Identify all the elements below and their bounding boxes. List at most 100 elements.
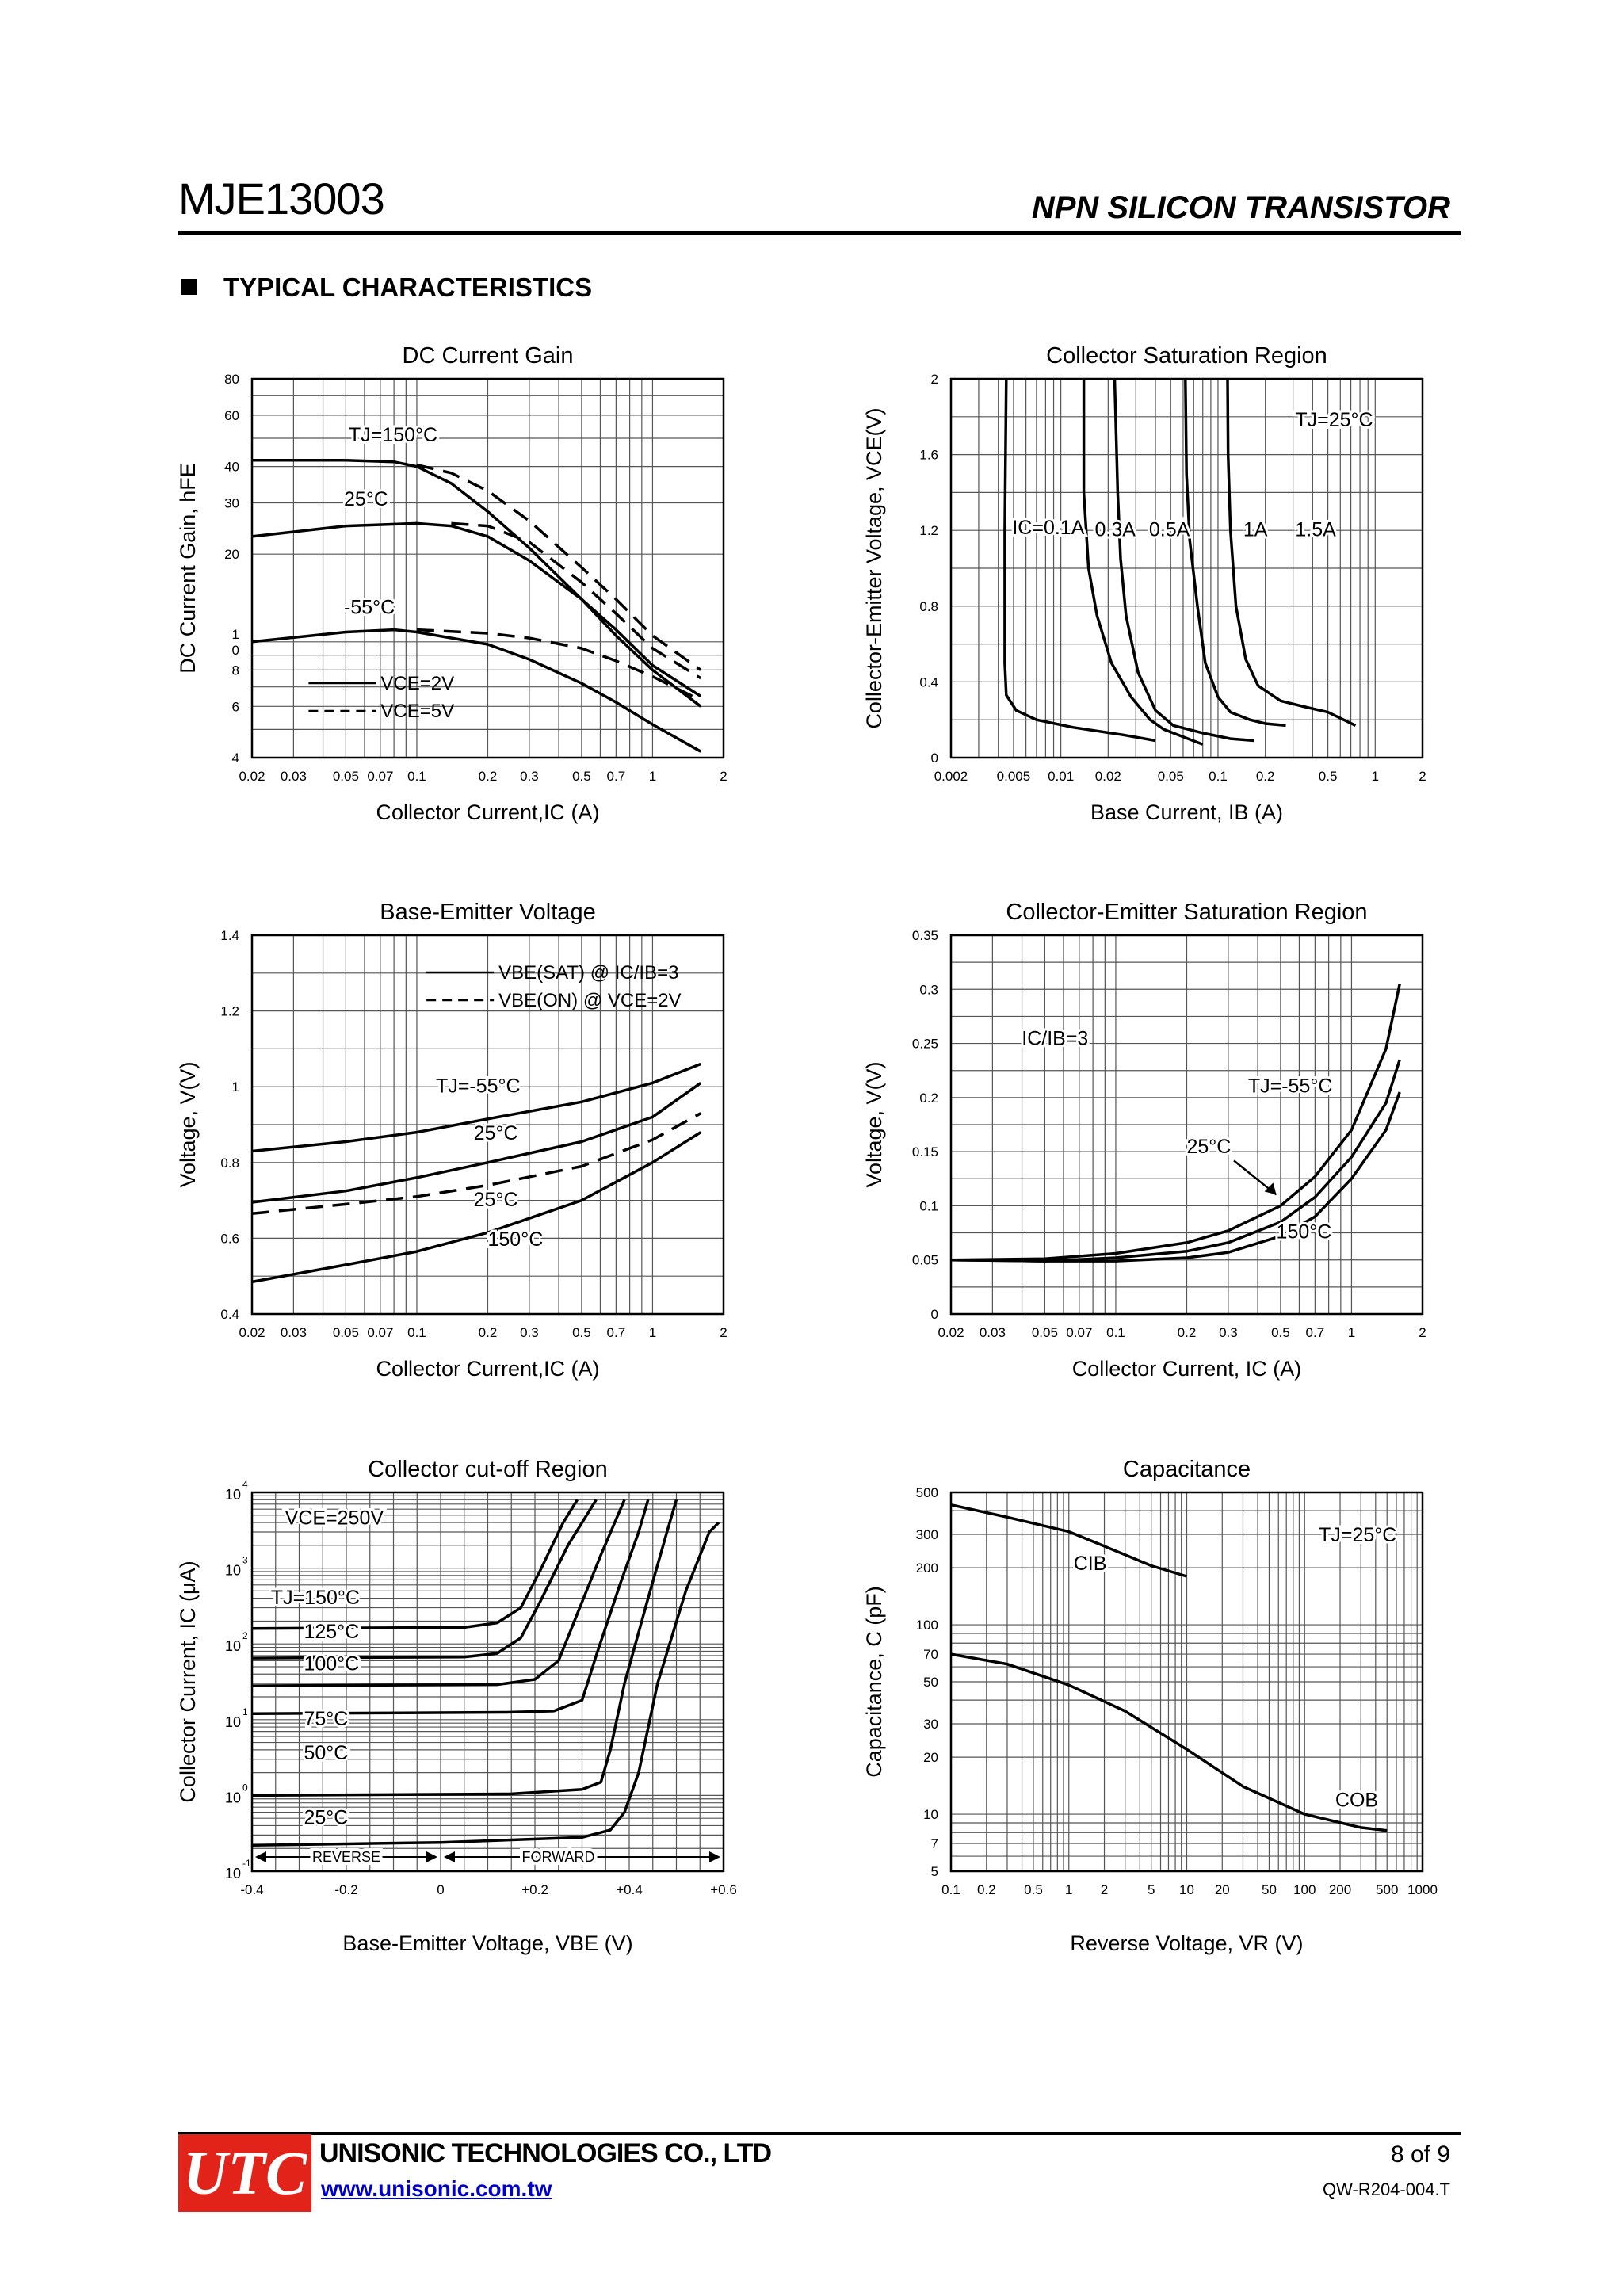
- y-tick-label: 0.6: [220, 1231, 239, 1246]
- chart-title: Base-Emitter Voltage: [380, 900, 595, 925]
- series-line: [950, 984, 1401, 1262]
- plot-frame: [250, 934, 725, 1316]
- x-tick-label: -0.4: [240, 1882, 263, 1897]
- y-tick-exponent: 4: [242, 1479, 248, 1490]
- legend: VBE(SAT) @ IC/IB=3 VBE(ON) @ VCE=2V: [426, 962, 682, 1011]
- y-tick-label: 0.8: [220, 1156, 239, 1171]
- company-name: UNISONIC TECHNOLOGIES CO., LTD: [319, 2138, 772, 2168]
- y-tick-label: 0.15: [912, 1144, 938, 1159]
- x-tick-label: +0.2: [521, 1882, 548, 1897]
- series-label: 150°C: [488, 1228, 544, 1251]
- chart-title: Collector Saturation Region: [1046, 343, 1327, 369]
- x-tick-label: 0.05: [1032, 1325, 1058, 1340]
- chart-title: DC Current Gain: [403, 343, 574, 369]
- x-tick-label: 0.1: [407, 769, 426, 784]
- y-tick-label: 30: [224, 496, 239, 511]
- series-label: 25°C: [1187, 1136, 1232, 1158]
- y-tick-label: 80: [224, 372, 239, 387]
- gridlines: [252, 1492, 724, 1871]
- x-tick-label: 2: [1101, 1882, 1108, 1897]
- y-tick-label: 10: [225, 1866, 241, 1881]
- y-tick-label: 10: [225, 1790, 241, 1805]
- x-tick-label: +0.4: [616, 1882, 643, 1897]
- y-tick-exponent: 3: [242, 1555, 248, 1566]
- y-tick-label: 70: [923, 1647, 938, 1662]
- reverse-label: REVERSE: [312, 1849, 380, 1865]
- series-line: [251, 1131, 702, 1284]
- x-tick-label: 0.2: [479, 1325, 498, 1340]
- series-label: 25°C: [474, 1189, 518, 1211]
- y-tick-label: 1.2: [220, 1004, 239, 1019]
- x-tick-label: 0.05: [1158, 769, 1184, 784]
- series-label: TJ=-55°C: [1248, 1075, 1333, 1097]
- y-tick-label: 0: [931, 1307, 938, 1322]
- plot-frame: [250, 1491, 725, 1873]
- x-tick-label: 1: [649, 1325, 656, 1340]
- series-line: [251, 1499, 650, 1715]
- y-tick-exponent: 2: [242, 1630, 248, 1641]
- section-title-text: TYPICAL CHARACTERISTICS: [223, 273, 593, 302]
- utc-logo: UTC: [178, 2134, 311, 2212]
- y-tick-label: 30: [923, 1717, 938, 1732]
- x-tick-label: -0.2: [334, 1882, 357, 1897]
- x-tick-label: 100: [1293, 1882, 1316, 1897]
- chart-annotation: TJ=25°C: [1295, 409, 1373, 431]
- x-tick-label: 0.02: [239, 1325, 265, 1340]
- series-label: 1.5A: [1295, 518, 1336, 541]
- y-tick-label: 4: [232, 751, 239, 766]
- series-label: IC=0.1A: [1012, 517, 1084, 539]
- x-tick-label: 50: [1262, 1882, 1277, 1897]
- gridlines: [951, 1492, 1423, 1871]
- x-tick-label: 0.07: [367, 769, 393, 784]
- series-line: [1082, 379, 1204, 746]
- y-tick-label: 1: [232, 627, 239, 642]
- arrow-head-icon: [1264, 1182, 1277, 1195]
- plot-frame: [250, 377, 725, 759]
- series-line: [252, 459, 702, 708]
- y-tick-label: 10: [225, 1487, 241, 1503]
- x-tick-label: 0.03: [980, 1325, 1006, 1340]
- y-tick-label: 0.3: [919, 982, 938, 997]
- x-tick-label: 0.2: [1256, 769, 1275, 784]
- legend-label: VCE=5V: [380, 701, 454, 722]
- series-label: 75°C: [304, 1708, 348, 1730]
- series-line: [1226, 378, 1357, 727]
- y-tick-label: 2: [931, 372, 938, 387]
- x-tick-label: 1: [1065, 1882, 1072, 1897]
- x-axis-label: Reverse Voltage, VR (V): [1070, 1931, 1303, 1955]
- x-axis-label: Base Current, IB (A): [1090, 800, 1283, 824]
- x-tick-label: 0.2: [977, 1882, 996, 1897]
- arrow-right-icon: [709, 1851, 720, 1862]
- gridlines: [252, 379, 724, 758]
- x-tick-label: 0.05: [333, 1325, 359, 1340]
- y-axis-label: Voltage, V(V): [176, 1061, 200, 1187]
- page-number: 8 of 9: [1390, 2141, 1450, 2168]
- x-tick-label: 2: [720, 1325, 727, 1340]
- gridlines: [951, 935, 1423, 1314]
- x-tick-label: 0.03: [281, 1325, 307, 1340]
- series-line: [251, 1499, 626, 1687]
- x-tick-label: 0.5: [572, 769, 591, 784]
- y-tick-label: 0.05: [912, 1253, 938, 1268]
- y-tick-label: 10: [225, 1563, 241, 1579]
- series-label: 150°C: [1277, 1221, 1332, 1243]
- y-tick-label: 0.25: [912, 1037, 938, 1052]
- plot-frame: [949, 934, 1424, 1316]
- x-tick-label: 2: [720, 769, 727, 784]
- forward-label: FORWARD: [522, 1849, 595, 1865]
- y-tick-label: 40: [224, 460, 239, 475]
- x-tick-label: 0.5: [572, 1325, 591, 1340]
- y-tick-label: 1.6: [919, 448, 938, 463]
- company-url-link[interactable]: www.unisonic.com.tw: [321, 2176, 552, 2201]
- arrow-left-icon: [255, 1851, 266, 1862]
- footer-rule: [178, 2132, 1461, 2135]
- y-tick-label: 7: [931, 1836, 938, 1851]
- y-tick-exponent: 1: [242, 1706, 248, 1717]
- x-tick-label: 0.002: [934, 769, 968, 784]
- x-tick-label: 1000: [1407, 1882, 1438, 1897]
- series-label: COB: [1335, 1790, 1378, 1812]
- y-tick-label: 0.35: [912, 928, 938, 943]
